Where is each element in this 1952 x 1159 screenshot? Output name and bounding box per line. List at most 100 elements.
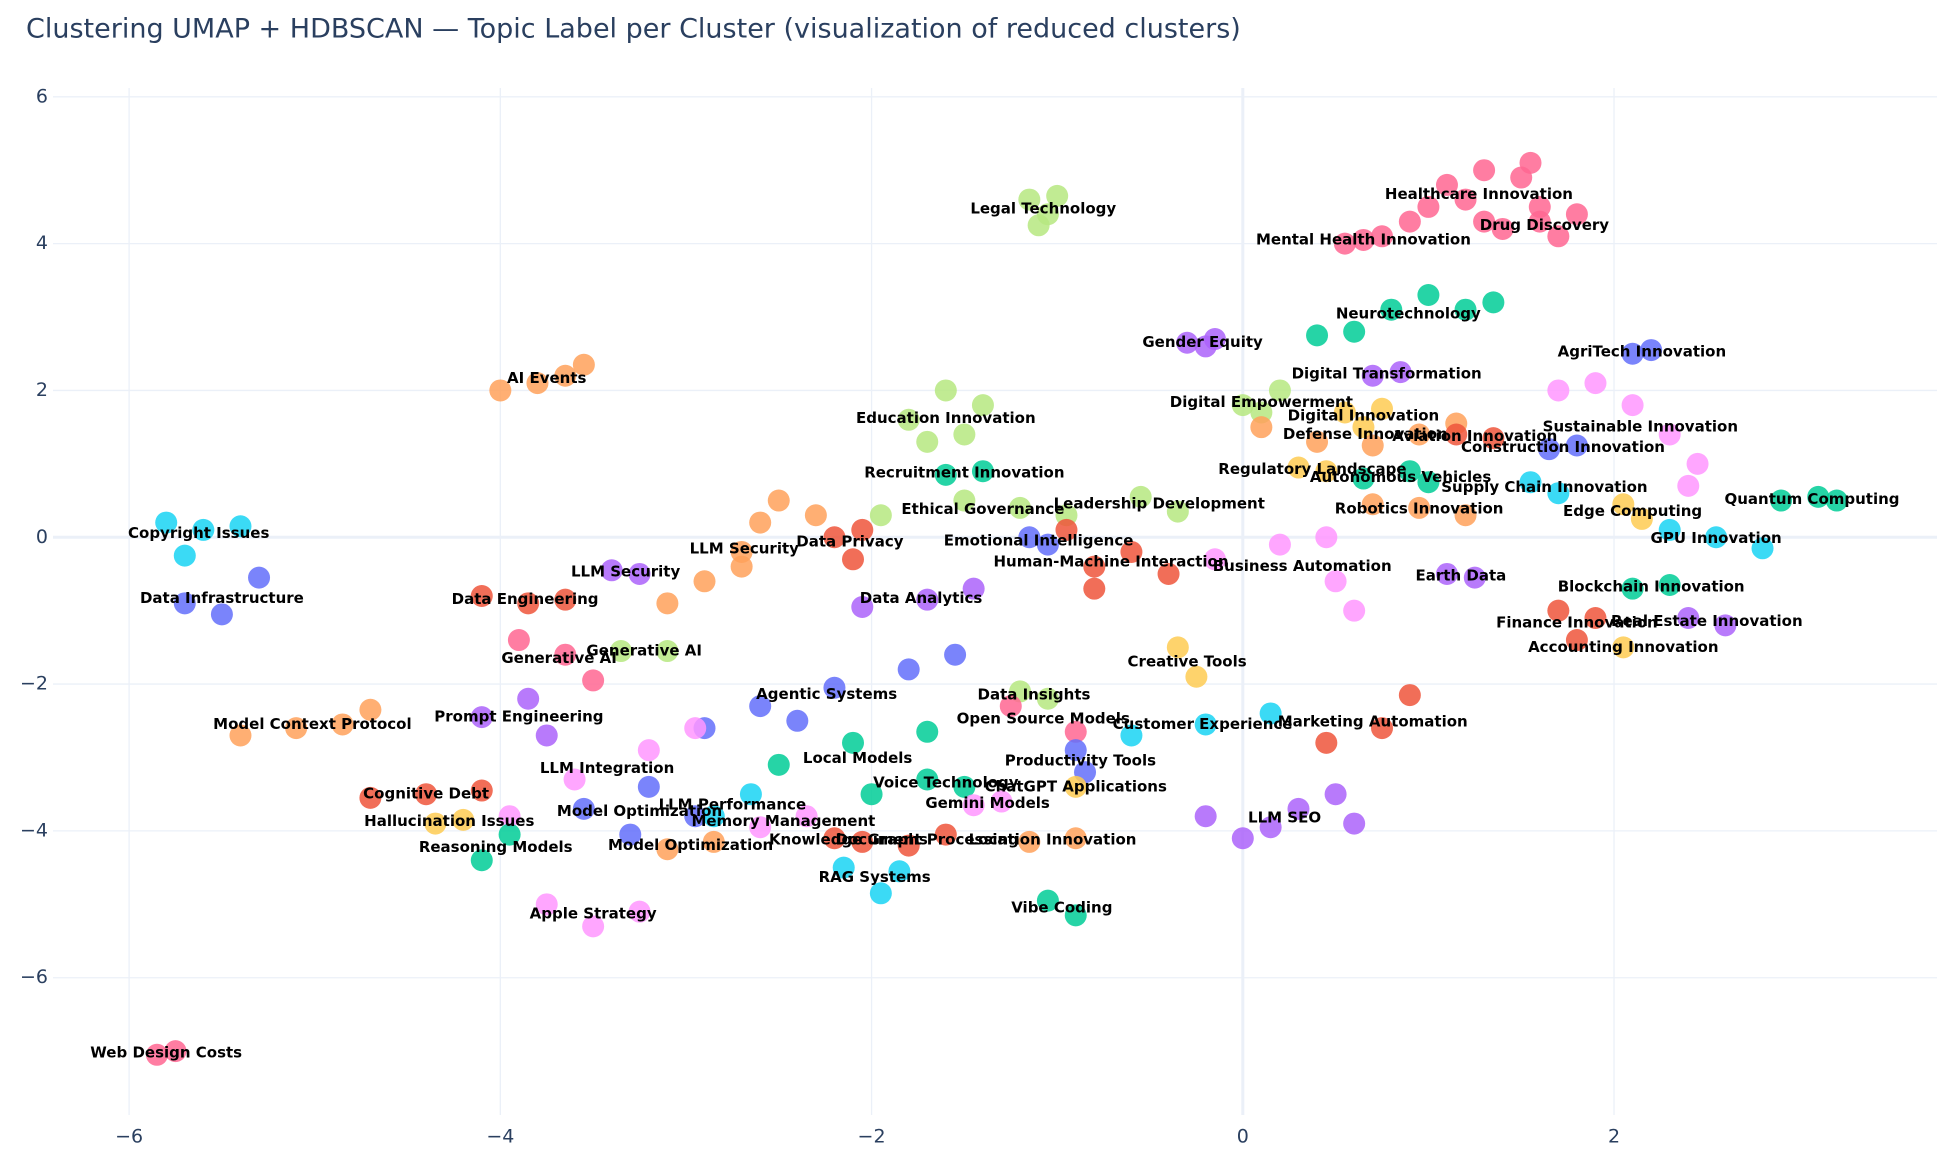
point — [851, 596, 874, 619]
point — [916, 430, 939, 453]
cluster-label: Autonomous Vehicles — [1310, 468, 1492, 486]
cluster-label: Model Optimization — [608, 836, 773, 854]
cluster-label: Marketing Automation — [1278, 713, 1468, 731]
point — [1565, 203, 1588, 226]
point — [164, 1040, 187, 1063]
point — [563, 768, 586, 791]
point — [248, 566, 271, 589]
cluster-label: Data Infrastructure — [140, 589, 304, 607]
point — [1491, 217, 1514, 240]
point — [971, 394, 994, 417]
point — [1361, 493, 1384, 516]
point — [823, 526, 846, 549]
point — [1231, 827, 1254, 850]
point — [1658, 423, 1681, 446]
point — [489, 379, 512, 402]
point — [359, 698, 382, 721]
point — [1371, 225, 1394, 248]
cluster-label: Edge Computing — [1563, 502, 1702, 520]
x-tick-label: 0 — [1237, 1126, 1249, 1148]
point — [1621, 342, 1644, 365]
point — [1352, 416, 1375, 439]
cluster-label: Legal Technology — [970, 199, 1116, 217]
point — [1705, 526, 1728, 549]
point — [1009, 496, 1032, 519]
point — [693, 570, 716, 593]
cluster-label: LLM Performance — [659, 796, 807, 814]
cluster-label: Model Context Protocol — [213, 715, 411, 733]
point — [470, 779, 493, 802]
point — [1417, 195, 1440, 218]
point — [1565, 629, 1588, 652]
point — [1157, 562, 1180, 585]
point — [1120, 724, 1143, 747]
point — [897, 658, 920, 681]
cluster-label: Digital Empowerment — [1170, 393, 1353, 411]
point — [1306, 324, 1329, 347]
point — [842, 731, 865, 754]
point — [1389, 361, 1412, 384]
point — [1343, 812, 1366, 835]
cluster-label: LLM Integration — [540, 759, 674, 777]
cluster-label: Apple Strategy — [530, 905, 657, 923]
cluster-label: Data Privacy — [796, 533, 903, 551]
point — [1129, 485, 1152, 508]
point — [1630, 507, 1653, 530]
point — [1398, 460, 1421, 483]
point — [786, 709, 809, 732]
point — [582, 915, 605, 938]
cluster-label: Real Estate Innovation — [1611, 612, 1803, 630]
point — [155, 511, 178, 534]
cluster-label: GPU Innovation — [1651, 529, 1782, 547]
cluster-label: LLM Security — [690, 539, 800, 557]
point — [749, 511, 772, 534]
cluster-label: Regulatory Landscape — [1218, 460, 1406, 478]
cluster-label: Hallucination Issues — [364, 812, 534, 830]
cluster-label: Human-Machine Interaction — [993, 553, 1228, 571]
cluster-label: Supply Chain Innovation — [1441, 478, 1647, 496]
point — [1120, 540, 1143, 563]
point — [656, 592, 679, 615]
point — [842, 548, 865, 571]
point — [1287, 797, 1310, 820]
cluster-label: Agentic Systems — [756, 685, 897, 703]
point — [1547, 379, 1570, 402]
cluster-label: Productivity Tools — [1005, 752, 1156, 770]
point — [823, 827, 846, 850]
point — [990, 790, 1013, 813]
point — [1435, 562, 1458, 585]
point — [1417, 284, 1440, 307]
point — [637, 739, 660, 762]
point — [145, 1043, 168, 1066]
point — [1584, 372, 1607, 395]
cluster-label: Customer Experience — [1113, 715, 1293, 733]
point — [1018, 526, 1041, 549]
point — [1306, 430, 1329, 453]
y-tick-label: 6 — [36, 85, 48, 107]
point — [1036, 687, 1059, 710]
point — [1482, 427, 1505, 450]
point — [229, 724, 252, 747]
y-tick-label: −4 — [20, 819, 48, 841]
point — [1454, 188, 1477, 211]
point — [507, 629, 530, 652]
point — [619, 823, 642, 846]
x-tick-label: −6 — [115, 1126, 143, 1148]
point — [1055, 518, 1078, 541]
point — [173, 544, 196, 567]
cluster-label: LLM Security — [571, 563, 681, 581]
point — [1640, 339, 1663, 362]
cluster-label: Data Insights — [978, 686, 1091, 704]
point — [1333, 401, 1356, 424]
cluster-label: Ethical Governance — [901, 500, 1064, 518]
cluster-label: Drug Discovery — [1480, 216, 1610, 234]
point — [609, 640, 632, 663]
x-tick-label: 2 — [1608, 1126, 1620, 1148]
point — [1315, 731, 1338, 754]
point — [1176, 331, 1199, 354]
cluster-label: Document Processing — [836, 831, 1019, 849]
point — [934, 463, 957, 486]
cluster-label: Quantum Computing — [1725, 490, 1900, 508]
point — [702, 805, 725, 828]
